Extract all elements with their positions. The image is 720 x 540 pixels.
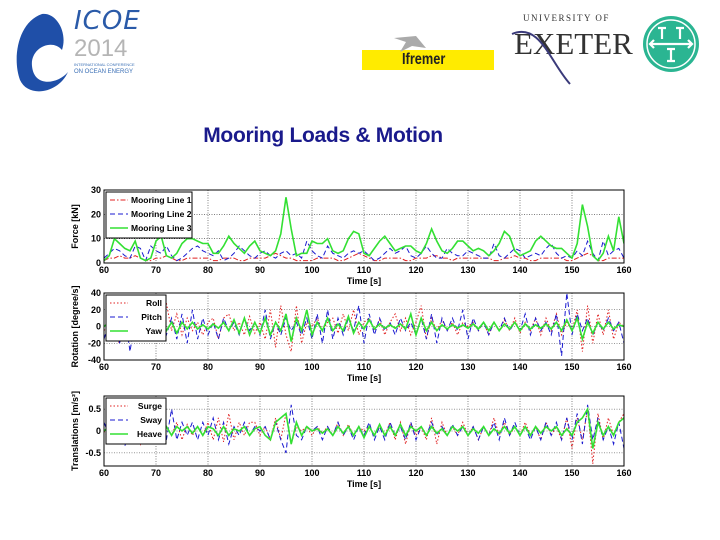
x-axis-label: Time [s] bbox=[347, 479, 381, 489]
icoe-logo-subtitle-1: INTERNATIONAL CONFERENCE bbox=[74, 62, 135, 67]
y-tick-label: -0.5 bbox=[85, 448, 101, 458]
legend: Roll Pitch Yaw bbox=[105, 294, 167, 342]
x-tick-label: 160 bbox=[616, 468, 631, 478]
exeter-logo-name: EXETER bbox=[514, 26, 633, 61]
y-tick-label: 10 bbox=[91, 234, 101, 244]
x-tick-label: 120 bbox=[408, 362, 423, 372]
x-tick-label: 80 bbox=[203, 468, 213, 478]
legend-label: Mooring Line 3 bbox=[131, 223, 192, 233]
series-line-heave bbox=[104, 406, 624, 449]
x-tick-label: 150 bbox=[564, 265, 579, 275]
chart-1: 60 70 80 90 100 110 120 130 140 150 160 0 10 20 30 Moor… bbox=[70, 185, 632, 286]
x-tick-label: 100 bbox=[304, 468, 319, 478]
x-tick-label: 110 bbox=[357, 362, 372, 372]
x-tick-label: 70 bbox=[151, 265, 161, 275]
y-axis-label: Translations [m/s²] bbox=[70, 391, 80, 471]
x-tick-label: 70 bbox=[151, 468, 161, 478]
legend-label: Roll bbox=[146, 298, 162, 308]
x-tick-label: 130 bbox=[460, 362, 475, 372]
x-tick-label: 140 bbox=[512, 265, 527, 275]
y-tick-label: -40 bbox=[88, 355, 101, 365]
x-tick-label: 130 bbox=[460, 265, 475, 275]
icoe-logo-word: ICOE bbox=[74, 6, 141, 36]
x-tick-label: 90 bbox=[255, 265, 265, 275]
x-axis-label: Time [s] bbox=[347, 276, 381, 286]
ifremer-logo-bar bbox=[362, 50, 494, 70]
x-tick-label: 110 bbox=[357, 265, 372, 275]
x-tick-label: 60 bbox=[99, 265, 109, 275]
y-tick-label: 30 bbox=[91, 185, 101, 195]
icoe-logo-year: 2014 bbox=[74, 35, 128, 62]
legend-label: Pitch bbox=[141, 312, 162, 322]
y-tick-label: 0 bbox=[96, 322, 101, 332]
legend-label: Sway bbox=[140, 415, 162, 425]
chart-3: 60 70 80 90 100 110 120 130 140 150 160 -0.5 0 0.5 Sur… bbox=[70, 391, 632, 489]
x-tick-label: 120 bbox=[408, 265, 423, 275]
x-tick-label: 120 bbox=[408, 468, 423, 478]
x-tick-label: 110 bbox=[357, 468, 372, 478]
x-tick-label: 150 bbox=[564, 362, 579, 372]
chart-2: 60 70 80 90 100 110 120 130 140 150 160 -40 -20 0 20 40… bbox=[70, 285, 632, 383]
icoe-wave-icon bbox=[16, 13, 68, 92]
legend-label: Mooring Line 2 bbox=[131, 209, 192, 219]
plot-frame bbox=[103, 292, 625, 361]
series-line-mooring-line-3 bbox=[104, 197, 624, 262]
legend-box bbox=[105, 294, 167, 342]
x-tick-label: 60 bbox=[99, 468, 109, 478]
legend-label: Yaw bbox=[145, 326, 162, 336]
x-tick-label: 70 bbox=[151, 362, 161, 372]
y-axis-label: Rotation [degree/s] bbox=[70, 285, 80, 367]
x-tick-label: 80 bbox=[203, 265, 213, 275]
y-axis-label: Force [kN] bbox=[70, 204, 80, 249]
tti-logo bbox=[643, 16, 699, 72]
series-line-sway bbox=[104, 404, 624, 454]
x-axis-label: Time [s] bbox=[347, 373, 381, 383]
y-tick-label: 40 bbox=[91, 288, 101, 298]
series-line-mooring-line-2 bbox=[104, 239, 624, 262]
y-tick-label: -20 bbox=[88, 338, 101, 348]
x-tick-label: 100 bbox=[304, 265, 319, 275]
legend-label: Heave bbox=[137, 429, 162, 439]
exeter-logo-line1: UNIVERSITY OF bbox=[523, 13, 610, 23]
x-tick-label: 150 bbox=[564, 468, 579, 478]
plot-frame bbox=[103, 395, 625, 467]
slide-title: Mooring Loads & Motion bbox=[203, 124, 443, 147]
x-tick-label: 140 bbox=[512, 362, 527, 372]
legend-label: Mooring Line 1 bbox=[131, 195, 192, 205]
legend-label: Surge bbox=[138, 401, 162, 411]
x-tick-label: 100 bbox=[304, 362, 319, 372]
exeter-swoosh-icon bbox=[511, 30, 571, 85]
x-tick-label: 160 bbox=[616, 362, 631, 372]
x-tick-label: 90 bbox=[255, 468, 265, 478]
legend-box bbox=[105, 191, 193, 239]
legend: Mooring Line 1 Mooring Line 2 Mooring Line… bbox=[105, 191, 193, 239]
legend-box bbox=[105, 397, 167, 445]
series-line-pitch bbox=[104, 293, 624, 356]
icoe-logo bbox=[12, 8, 82, 96]
y-tick-label: 20 bbox=[91, 209, 101, 219]
y-tick-label: 0 bbox=[96, 258, 101, 268]
x-tick-label: 140 bbox=[512, 468, 527, 478]
ifremer-dolphin-icon bbox=[394, 36, 426, 52]
ifremer-logo-text: Ifremer bbox=[402, 51, 446, 68]
x-tick-label: 90 bbox=[255, 362, 265, 372]
series-line-yaw bbox=[104, 309, 624, 343]
x-tick-label: 130 bbox=[460, 468, 475, 478]
x-tick-label: 80 bbox=[203, 362, 213, 372]
legend: Surge Sway Heave bbox=[105, 397, 167, 445]
y-tick-label: 20 bbox=[91, 305, 101, 315]
series-line-mooring-line-1 bbox=[104, 252, 624, 262]
plot-frame bbox=[103, 189, 625, 264]
x-tick-label: 60 bbox=[99, 362, 109, 372]
x-tick-label: 160 bbox=[616, 265, 631, 275]
y-tick-label: 0.5 bbox=[88, 404, 101, 414]
icoe-logo-subtitle-2: ON OCEAN ENERGY bbox=[74, 69, 134, 75]
y-tick-label: 0 bbox=[96, 426, 101, 436]
